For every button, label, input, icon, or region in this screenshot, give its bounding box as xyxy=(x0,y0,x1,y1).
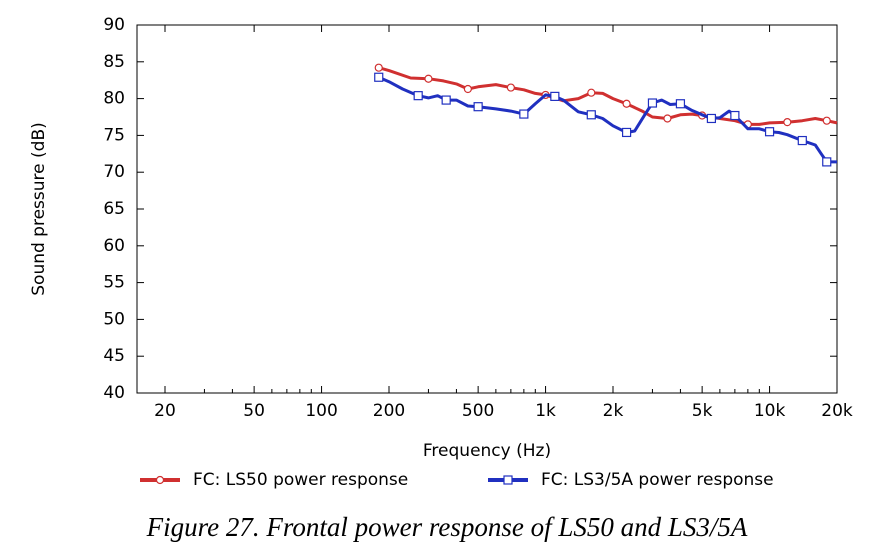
data-point xyxy=(764,127,775,137)
y-tick-label: 65 xyxy=(103,199,125,219)
data-point xyxy=(783,118,792,127)
legend-marker-ls35a xyxy=(503,475,513,485)
data-point xyxy=(706,113,717,124)
y-tick-label: 45 xyxy=(103,346,125,366)
legend-label-ls35a: FC: LS3/5A power response xyxy=(541,470,774,490)
x-tick-label: 20 xyxy=(154,401,176,421)
x-tick-label: 50 xyxy=(243,401,265,421)
y-tick-label: 60 xyxy=(103,236,125,256)
data-point xyxy=(413,91,423,101)
x-axis-ticks: 20 50 100 200 500 1k 2k 5k 10k 20k xyxy=(154,25,853,421)
figure-caption: Figure 27. Frontal power response of LS5… xyxy=(146,512,748,542)
data-point xyxy=(822,116,831,125)
legend-label-ls50: FC: LS50 power response xyxy=(193,470,408,490)
data-point xyxy=(730,110,740,121)
series-group xyxy=(374,63,838,167)
data-point xyxy=(519,109,529,119)
data-point xyxy=(663,114,672,123)
y-tick-label: 80 xyxy=(103,89,125,109)
series-line-0 xyxy=(378,66,838,126)
data-point xyxy=(621,127,632,138)
x-tick-label: 1k xyxy=(535,401,556,421)
data-point xyxy=(463,84,472,94)
data-point xyxy=(374,72,384,82)
y-tick-label: 50 xyxy=(103,309,125,329)
data-point xyxy=(506,83,515,92)
x-tick-label: 10k xyxy=(754,401,786,421)
x-tick-label: 500 xyxy=(462,401,494,421)
plot-frame xyxy=(136,24,838,394)
data-point xyxy=(587,88,596,97)
y-tick-label: 90 xyxy=(103,15,125,35)
data-point xyxy=(822,157,832,167)
y-axis-title: Sound pressure (dB) xyxy=(29,122,49,296)
series-line-1 xyxy=(378,75,837,164)
y-axis-ticks: 40 45 50 55 60 65 70 75 80 85 90 xyxy=(103,15,837,403)
x-tick-label: 200 xyxy=(373,401,405,421)
y-tick-label: 70 xyxy=(103,162,125,182)
data-point xyxy=(586,110,596,120)
data-point xyxy=(622,99,631,108)
data-point xyxy=(441,95,451,105)
y-tick-label: 40 xyxy=(103,383,125,403)
data-point xyxy=(424,74,433,83)
y-tick-label: 85 xyxy=(103,52,125,72)
legend: FC: LS50 power response FC: LS3/5A power… xyxy=(140,470,774,490)
x-axis-title: Frequency (Hz) xyxy=(423,441,551,461)
y-tick-label: 75 xyxy=(103,125,125,145)
x-tick-label: 20k xyxy=(821,401,853,421)
x-tick-label: 100 xyxy=(305,401,337,421)
data-point xyxy=(675,99,686,109)
data-point xyxy=(647,98,658,108)
data-point xyxy=(550,91,560,101)
legend-marker-ls50 xyxy=(155,475,165,485)
data-point xyxy=(797,135,807,146)
y-tick-label: 55 xyxy=(103,273,125,293)
x-tick-label: 5k xyxy=(692,401,713,421)
x-tick-label: 2k xyxy=(603,401,624,421)
data-point xyxy=(374,63,383,72)
data-point xyxy=(473,102,483,112)
